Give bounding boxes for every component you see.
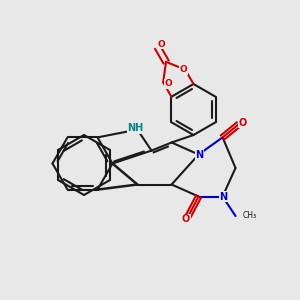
Text: O: O xyxy=(165,80,172,88)
Text: NH: NH xyxy=(127,123,143,133)
Text: O: O xyxy=(180,65,188,74)
Text: O: O xyxy=(182,214,190,224)
Text: N: N xyxy=(195,149,203,160)
Text: O: O xyxy=(158,40,165,49)
Text: CH₃: CH₃ xyxy=(243,212,257,220)
Text: N: N xyxy=(219,191,227,202)
Text: O: O xyxy=(239,118,247,128)
